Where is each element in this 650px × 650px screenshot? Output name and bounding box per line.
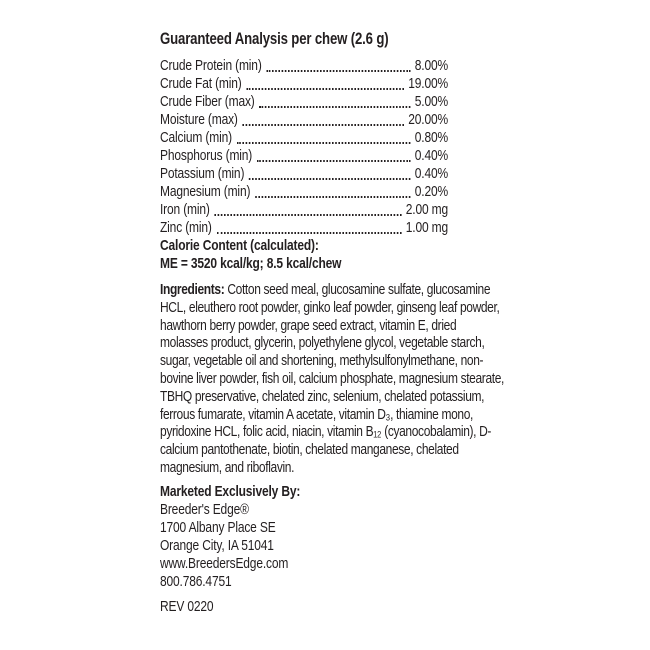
analysis-row: Moisture (max) 20.00% bbox=[160, 111, 448, 129]
brand-name: Breeder's Edge® bbox=[160, 500, 249, 518]
ingredients-label: Ingredients: bbox=[160, 281, 225, 298]
label-sheet: Guaranteed Analysis per chew (2.6 g) Cru… bbox=[160, 30, 505, 616]
analysis-row-value: 1.00 mg bbox=[405, 219, 448, 236]
analysis-row-label: Zinc (min) bbox=[160, 219, 212, 236]
rev-code: REV 0220 bbox=[160, 597, 214, 615]
analysis-row-value: 19.00% bbox=[408, 75, 448, 92]
website-text: www.BreedersEdge.com bbox=[160, 554, 289, 572]
analysis-row-label: Moisture (max) bbox=[160, 111, 238, 128]
ingredients-paragraph: Ingredients: Cotton seed meal, glucosami… bbox=[160, 281, 505, 477]
analysis-row-value: 0.40% bbox=[414, 165, 448, 182]
leader-dots bbox=[246, 87, 405, 90]
marketed-by-heading: Marketed Exclusively By: bbox=[160, 482, 301, 500]
leader-dots bbox=[236, 141, 411, 144]
analysis-row-value: 0.20% bbox=[414, 183, 448, 200]
analysis-row: Crude Fat (min) 19.00% bbox=[160, 75, 448, 93]
marketed-by-block: Marketed Exclusively By: Breeder's Edge®… bbox=[160, 483, 505, 591]
analysis-row-label: Magnesium (min) bbox=[160, 183, 251, 200]
guaranteed-analysis-title: Guaranteed Analysis per chew (2.6 g) bbox=[160, 30, 389, 48]
analysis-row-label: Phosphorus (min) bbox=[160, 147, 253, 164]
calorie-content-heading: Calorie Content (calculated): bbox=[160, 237, 319, 254]
analysis-row-label: Potassium (min) bbox=[160, 165, 245, 182]
analysis-row-label: Crude Protein (min) bbox=[160, 57, 262, 74]
analysis-row-value: 5.00% bbox=[414, 93, 448, 110]
analysis-row-value: 2.00 mg bbox=[405, 201, 448, 218]
calorie-content-block: Calorie Content (calculated): ME = 3520 … bbox=[160, 237, 505, 273]
analysis-row: Zinc (min) 1.00 mg bbox=[160, 219, 448, 237]
analysis-row-value: 0.80% bbox=[414, 129, 448, 146]
analysis-row: Magnesium (min) 0.20% bbox=[160, 183, 448, 201]
analysis-row-label: Calcium (min) bbox=[160, 129, 232, 146]
analysis-row-label: Crude Fiber (max) bbox=[160, 93, 255, 110]
analysis-row-value: 20.00% bbox=[408, 111, 448, 128]
analysis-row: Crude Protein (min) 8.00% bbox=[160, 57, 448, 75]
calorie-content-value: ME = 3520 kcal/kg; 8.5 kcal/chew bbox=[160, 255, 342, 272]
analysis-row: Phosphorus (min) 0.40% bbox=[160, 147, 448, 165]
leader-dots bbox=[216, 231, 402, 234]
ingredients-text: Cotton seed meal, glucosamine sulfate, g… bbox=[160, 281, 505, 476]
leader-dots bbox=[214, 213, 402, 216]
analysis-row: Potassium (min) 0.40% bbox=[160, 165, 448, 183]
analysis-row-value: 8.00% bbox=[414, 57, 448, 74]
leader-dots bbox=[266, 69, 411, 72]
address-line-street: 1700 Albany Place SE bbox=[160, 518, 276, 536]
leader-dots bbox=[259, 105, 411, 108]
analysis-row-value: 0.40% bbox=[414, 147, 448, 164]
analysis-row: Calcium (min) 0.80% bbox=[160, 129, 448, 147]
leader-dots bbox=[255, 195, 411, 198]
leader-dots bbox=[249, 177, 411, 180]
address-line-city: Orange City, IA 51041 bbox=[160, 536, 274, 554]
analysis-row: Iron (min) 2.00 mg bbox=[160, 201, 448, 219]
analysis-row: Crude Fiber (max) 5.00% bbox=[160, 93, 448, 111]
guaranteed-analysis-table: Crude Protein (min) 8.00% Crude Fat (min… bbox=[160, 57, 448, 237]
analysis-row-label: Iron (min) bbox=[160, 201, 210, 218]
phone-number: 800.786.4751 bbox=[160, 572, 232, 590]
leader-dots bbox=[242, 123, 405, 126]
analysis-row-label: Crude Fat (min) bbox=[160, 75, 242, 92]
leader-dots bbox=[256, 159, 411, 162]
